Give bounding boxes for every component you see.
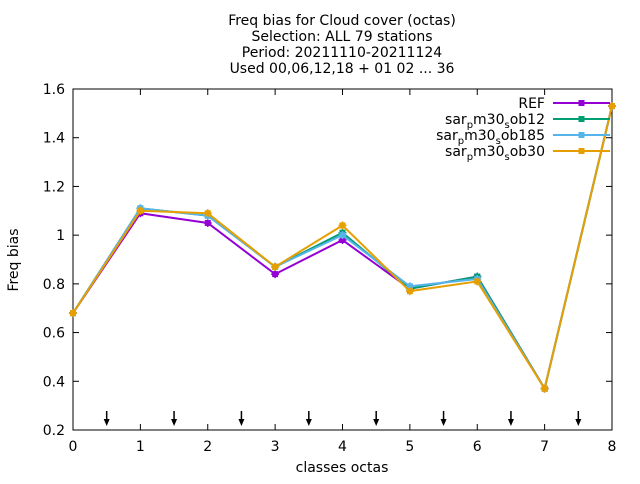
legend-swatch-marker (578, 116, 585, 122)
x-axis-label: classes octas (296, 460, 389, 476)
y-tick-label: 0.6 (43, 326, 65, 342)
legend-label: REF (518, 96, 545, 112)
arrow-head (171, 419, 178, 426)
arrow-head (305, 419, 312, 426)
x-tick-label: 0 (69, 439, 78, 455)
title-line-3: Period: 20211110-20211124 (242, 45, 442, 61)
x-tick-label: 8 (608, 439, 617, 455)
x-tick-label: 6 (473, 439, 482, 455)
y-tick-label: 1.4 (43, 131, 65, 147)
arrow-head (373, 419, 380, 426)
y-tick-label: 1.6 (43, 82, 65, 98)
y-tick-label: 0.8 (43, 277, 65, 293)
title-line-2: Selection: ALL 79 stations (251, 29, 432, 45)
arrow-head (507, 419, 514, 426)
legend-entry: REF (518, 96, 610, 112)
x-tick-label: 7 (540, 439, 549, 455)
x-tick-label: 5 (405, 439, 414, 455)
arrow-head (575, 419, 582, 426)
legend-entry: sarpm30sob30 (445, 144, 610, 163)
x-tick-label: 2 (203, 439, 212, 455)
legend-swatch-marker (578, 132, 585, 138)
y-tick-label: 0.2 (43, 423, 65, 439)
legend-swatch-marker (578, 148, 585, 154)
legend-label: sarpm30sob30 (445, 144, 545, 163)
x-tick-label: 3 (271, 439, 280, 455)
arrow-head (238, 419, 245, 426)
x-tick-label: 4 (338, 439, 347, 455)
legend-label: sarpm30sob185 (436, 128, 545, 147)
title-line-1: Freq bias for Cloud cover (octas) (228, 13, 456, 29)
legend-swatch-marker (578, 100, 585, 106)
chart-title: Freq bias for Cloud cover (octas) Select… (228, 13, 456, 77)
legend-label: sarpm30sob12 (445, 112, 545, 131)
arrow-head (103, 419, 110, 426)
y-tick-label: 0.4 (43, 374, 65, 390)
plot-area: 0.20.40.60.811.21.41.60 1 2 3 4 5 6 7 8REFsarpm3… (43, 82, 617, 455)
legend-entry: sarpm30sob12 (445, 112, 610, 131)
arrow-head (440, 419, 447, 426)
y-axis-label: Freq bias (6, 228, 22, 291)
x-tick-label: 1 (136, 439, 145, 455)
y-tick-label: 1.2 (43, 179, 65, 195)
legend-entry: sarpm30sob185 (436, 128, 610, 147)
title-line-4: Used 00,06,12,18 + 01 02 ... 36 (230, 61, 455, 77)
y-tick-label: 1 (56, 228, 65, 244)
